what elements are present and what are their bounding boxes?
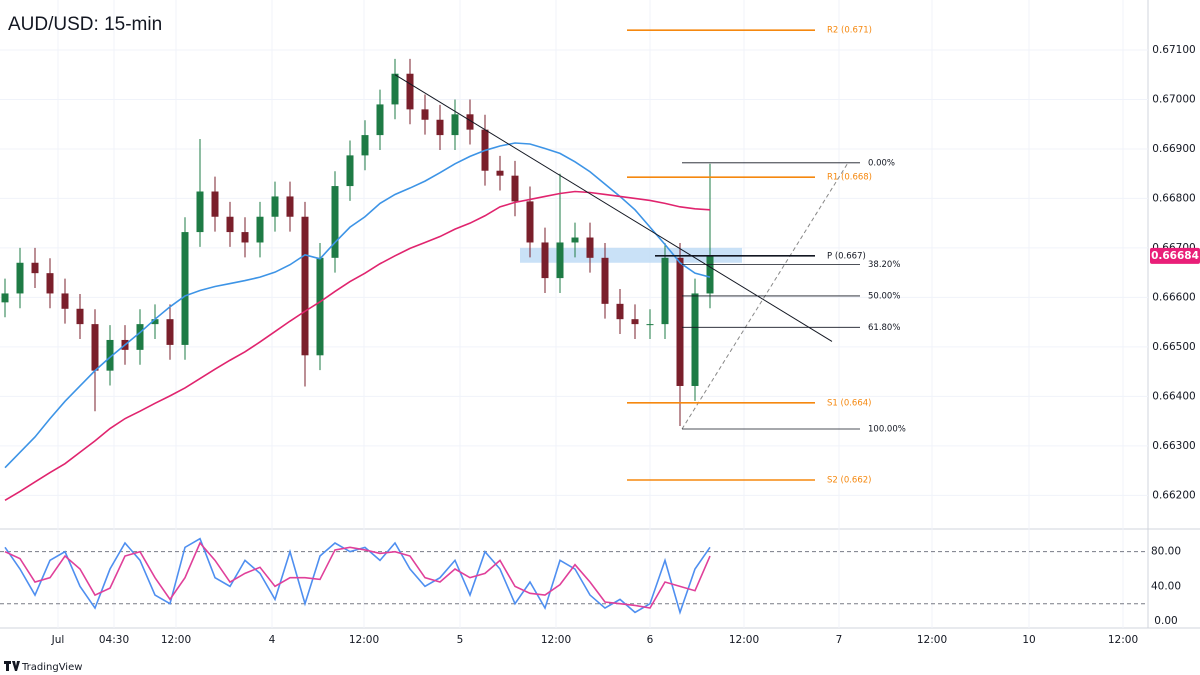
y-tick-label: 0.66600 <box>1152 291 1195 303</box>
candle-body <box>151 319 159 325</box>
moving-average <box>4 142 711 469</box>
candle-body <box>91 324 99 371</box>
stochastic-line <box>4 537 711 616</box>
candle-body <box>46 273 54 294</box>
x-tick-label: 12:00 <box>917 634 947 646</box>
y-tick-label: 0.66900 <box>1152 143 1195 155</box>
fib-label: 0.00% <box>868 158 895 168</box>
candle-body <box>691 293 699 386</box>
fib-label: 100.00% <box>868 425 906 435</box>
candle-body <box>76 308 84 325</box>
candle-body <box>391 73 399 105</box>
x-tick-label: 12:00 <box>349 634 379 646</box>
last-price-tag <box>1150 247 1200 264</box>
candle-body <box>331 186 339 258</box>
candle-body <box>271 196 279 217</box>
candle-body <box>541 242 549 279</box>
candle-body <box>451 114 459 136</box>
candle-body <box>181 232 189 345</box>
candle-body <box>301 216 309 356</box>
candle-body <box>16 262 24 294</box>
candle-body <box>496 170 504 176</box>
y-tick-label: 0.67000 <box>1152 93 1195 105</box>
fib-label: 38.20% <box>868 260 900 270</box>
candle-body <box>211 191 219 217</box>
candle-body <box>706 255 714 294</box>
brand: TradingView <box>21 662 82 673</box>
y-tick-label: 0.66500 <box>1152 341 1195 353</box>
fib-label: 50.00% <box>868 291 900 301</box>
candle-body <box>31 262 39 274</box>
pivot-label: S1 (0.664) <box>827 398 871 408</box>
chart-title: AUD/USD: 15-min <box>8 14 162 35</box>
x-tick-label: 12:00 <box>161 634 191 646</box>
candle-body <box>586 237 594 258</box>
x-tick-label: 12:00 <box>729 634 759 646</box>
y-tick-label: 80.00 <box>1151 546 1181 558</box>
x-tick-label: 5 <box>457 634 464 646</box>
pivot-label: R1 (0.668) <box>827 173 872 183</box>
x-tick-label: 4 <box>269 634 276 646</box>
candle-body <box>376 104 384 136</box>
x-tick-label: 6 <box>647 634 654 646</box>
candle-body <box>106 339 114 371</box>
fib-label: 61.80% <box>868 323 900 333</box>
candle-body <box>256 216 264 243</box>
candle-body <box>556 242 564 279</box>
trendline <box>394 74 833 342</box>
last-price-label: 0.66684 <box>1151 250 1199 262</box>
pivot-label: R2 (0.671) <box>827 26 872 36</box>
stochastic-line <box>4 541 711 609</box>
x-tick-label: 7 <box>836 634 843 646</box>
pivot-label: S2 (0.662) <box>827 476 871 486</box>
x-tick-label: 04:30 <box>99 634 129 646</box>
candle-body <box>241 232 249 243</box>
candle-body <box>631 319 639 325</box>
candle-body <box>136 324 144 350</box>
candle-body <box>646 324 654 326</box>
candle-body <box>286 196 294 217</box>
x-tick-label: 12:00 <box>541 634 571 646</box>
candle-body <box>511 175 519 202</box>
candle-body <box>676 257 684 386</box>
y-tick-label: 0.00 <box>1154 615 1177 627</box>
candle-body <box>196 191 204 233</box>
candle-body <box>421 109 429 120</box>
candle-body <box>661 257 669 325</box>
candle-body <box>226 216 234 233</box>
moving-average <box>4 190 711 501</box>
y-tick-label: 40.00 <box>1151 580 1181 592</box>
y-tick-label: 0.66400 <box>1152 390 1195 402</box>
candle-body <box>601 257 609 304</box>
candle-body <box>466 114 474 130</box>
candle-body <box>61 293 69 309</box>
candle-body <box>616 303 624 320</box>
candle-body <box>361 135 369 156</box>
x-tick-label: Jul <box>51 634 65 646</box>
brand-logo <box>4 661 20 671</box>
pivot-label: P (0.667) <box>827 251 866 261</box>
x-tick-label: 12:00 <box>1108 634 1138 646</box>
candle-body <box>316 257 324 356</box>
y-tick-label: 0.66200 <box>1152 489 1195 501</box>
candle-body <box>526 201 534 243</box>
candle-body <box>346 155 354 187</box>
candle-body <box>436 119 444 136</box>
x-tick-label: 10 <box>1022 634 1035 646</box>
candle-body <box>166 319 174 345</box>
y-tick-label: 0.66800 <box>1152 192 1195 204</box>
y-tick-label: 0.67100 <box>1152 44 1195 56</box>
candle-body <box>1 293 9 303</box>
candle-body <box>571 237 579 243</box>
y-tick-label: 0.66300 <box>1152 440 1195 452</box>
candle-body <box>406 73 414 110</box>
